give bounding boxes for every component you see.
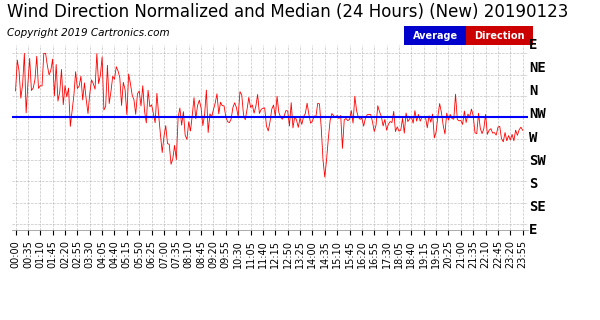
Text: Copyright 2019 Cartronics.com: Copyright 2019 Cartronics.com [7, 28, 169, 38]
Text: SE: SE [529, 200, 546, 214]
Text: E: E [529, 38, 538, 52]
Text: S: S [529, 177, 538, 191]
FancyBboxPatch shape [404, 26, 466, 45]
Text: Average: Average [413, 30, 458, 41]
Text: Direction: Direction [475, 30, 525, 41]
Text: W: W [529, 131, 538, 145]
Text: NE: NE [529, 61, 546, 75]
Text: E: E [529, 223, 538, 237]
Text: NW: NW [529, 108, 546, 121]
Text: Wind Direction Normalized and Median (24 Hours) (New) 20190123: Wind Direction Normalized and Median (24… [7, 3, 569, 21]
Text: N: N [529, 84, 538, 98]
Text: SW: SW [529, 154, 546, 168]
FancyBboxPatch shape [466, 26, 533, 45]
